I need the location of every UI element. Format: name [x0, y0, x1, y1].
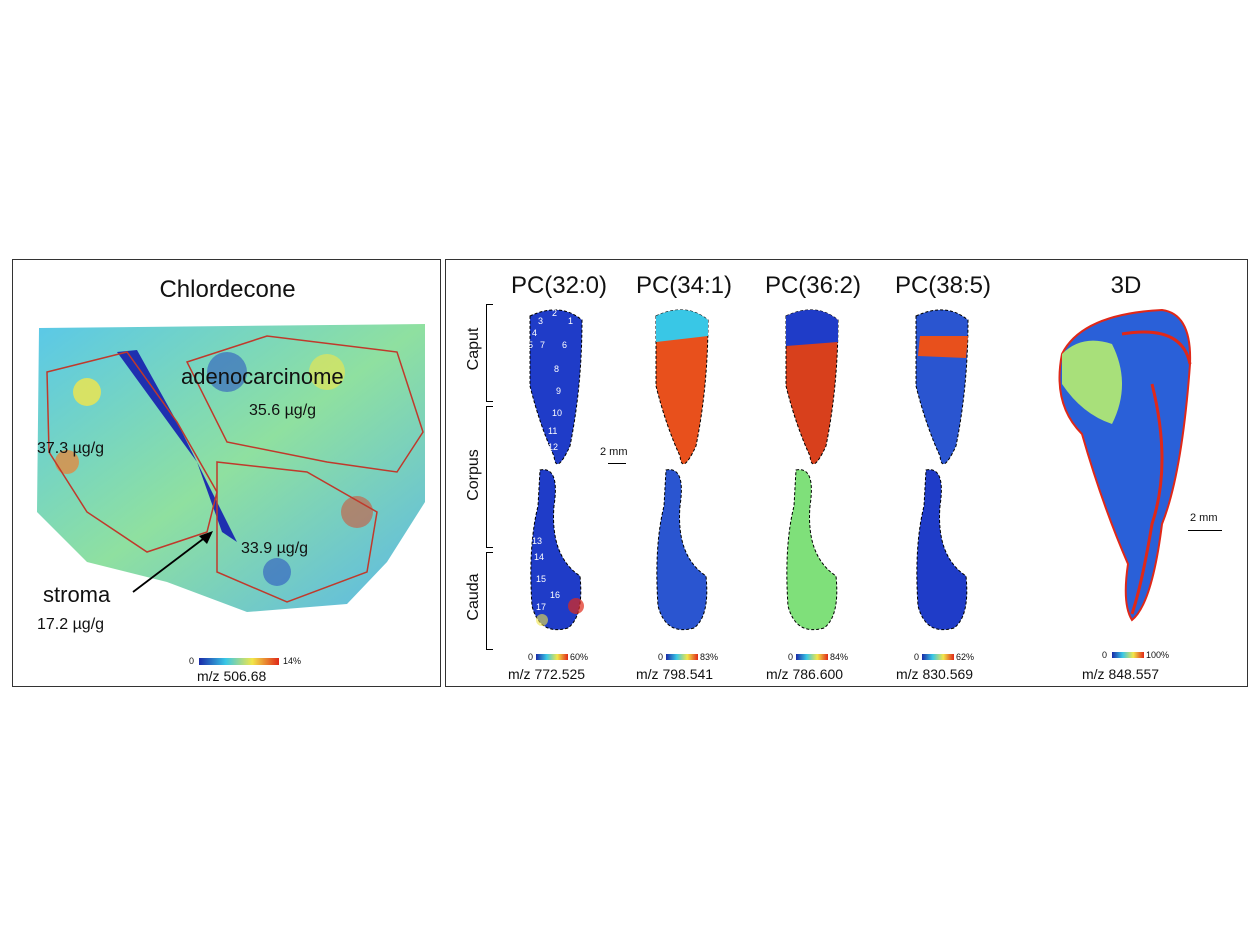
seg-12: 12	[548, 442, 559, 452]
seg-17: 17	[536, 602, 547, 612]
colorbar-2	[666, 654, 698, 660]
mz-4: m/z 830.569	[896, 666, 974, 682]
pc-32-0-image	[529, 309, 584, 631]
pc-38-5-image	[915, 309, 969, 631]
row-label-corpus: Corpus	[465, 449, 482, 501]
bracket-caput	[486, 304, 493, 402]
seg-5: 5	[528, 340, 534, 350]
seg-6: 6	[562, 340, 568, 350]
adenocarcinome-value: 35.6 µg/g	[249, 402, 317, 419]
seg-14: 14	[534, 552, 545, 562]
column-title-1: PC(32:0)	[510, 272, 608, 299]
seg-13: 13	[532, 536, 543, 546]
cb3-min: 0	[788, 652, 794, 662]
chlordecone-title: Chlordecone	[159, 276, 296, 303]
colorbar-min: 0	[189, 656, 195, 666]
left-region-value: 37.3 µg/g	[37, 440, 105, 457]
scale-bar-label: 2 mm	[600, 446, 628, 458]
mz-1: m/z 772.525	[508, 666, 586, 682]
bracket-cauda	[486, 552, 493, 650]
seg-16: 16	[550, 590, 561, 600]
chlordecone-ion-image	[37, 324, 425, 612]
mz-5: m/z 848.557	[1082, 666, 1160, 682]
column-title-3: PC(36:2)	[764, 272, 862, 299]
seg-10: 10	[552, 408, 563, 418]
cb1-min: 0	[528, 652, 534, 662]
seg-2: 2	[552, 308, 558, 318]
cb5-max: 100%	[1146, 650, 1170, 660]
column-title-4: PC(38:5)	[894, 272, 992, 299]
cb1-max: 60%	[570, 652, 589, 662]
colorbar-max: 14%	[283, 656, 302, 666]
cb5-min: 0	[1102, 650, 1108, 660]
chlordecone-panel: Chlordecone adenocarcinome 35.6 µg/g 37.…	[12, 259, 441, 687]
mz-2: m/z 798.541	[636, 666, 714, 682]
cb4-max: 62%	[956, 652, 975, 662]
3d-scale-label: 2 mm	[1190, 512, 1218, 524]
pc-36-2-image	[785, 309, 839, 631]
row-label-cauda: Cauda	[465, 573, 482, 621]
3d-scale-bar	[1188, 530, 1222, 531]
cb3-max: 84%	[830, 652, 849, 662]
seg-8: 8	[554, 364, 560, 374]
bracket-corpus	[486, 406, 493, 548]
stroma-arrow	[132, 531, 213, 593]
seg-15: 15	[536, 574, 547, 584]
seg-9: 9	[556, 386, 562, 396]
chlordecone-mz: m/z 506.68	[197, 668, 267, 684]
colorbar	[199, 658, 279, 665]
seg-11: 11	[548, 426, 558, 436]
colorbar-3	[796, 654, 828, 660]
pc-panel: PC(32:0) PC(34:1) PC(36:2) PC(38:5) 3D C…	[445, 259, 1248, 687]
seg-7: 7	[540, 340, 546, 350]
colorbar-4	[922, 654, 954, 660]
colorbar-5	[1112, 652, 1144, 658]
seg-3: 3	[538, 316, 544, 326]
column-title-2: PC(34:1)	[635, 272, 733, 299]
seg-1: 1	[568, 316, 574, 326]
cb4-min: 0	[914, 652, 920, 662]
column-title-3d: 3D	[1110, 272, 1142, 299]
scale-bar	[608, 463, 626, 464]
colorbar-1	[536, 654, 568, 660]
3d-render	[1058, 308, 1192, 622]
lower-region-value: 33.9 µg/g	[241, 540, 309, 557]
stroma-value: 17.2 µg/g	[37, 616, 105, 633]
stroma-label: stroma	[43, 582, 111, 607]
adenocarcinome-label: adenocarcinome	[181, 364, 344, 389]
cb2-min: 0	[658, 652, 664, 662]
cb2-max: 83%	[700, 652, 719, 662]
row-label-caput: Caput	[465, 327, 482, 371]
pc-34-1-image	[655, 309, 709, 631]
mz-3: m/z 786.600	[766, 666, 844, 682]
seg-4: 4	[532, 328, 538, 338]
